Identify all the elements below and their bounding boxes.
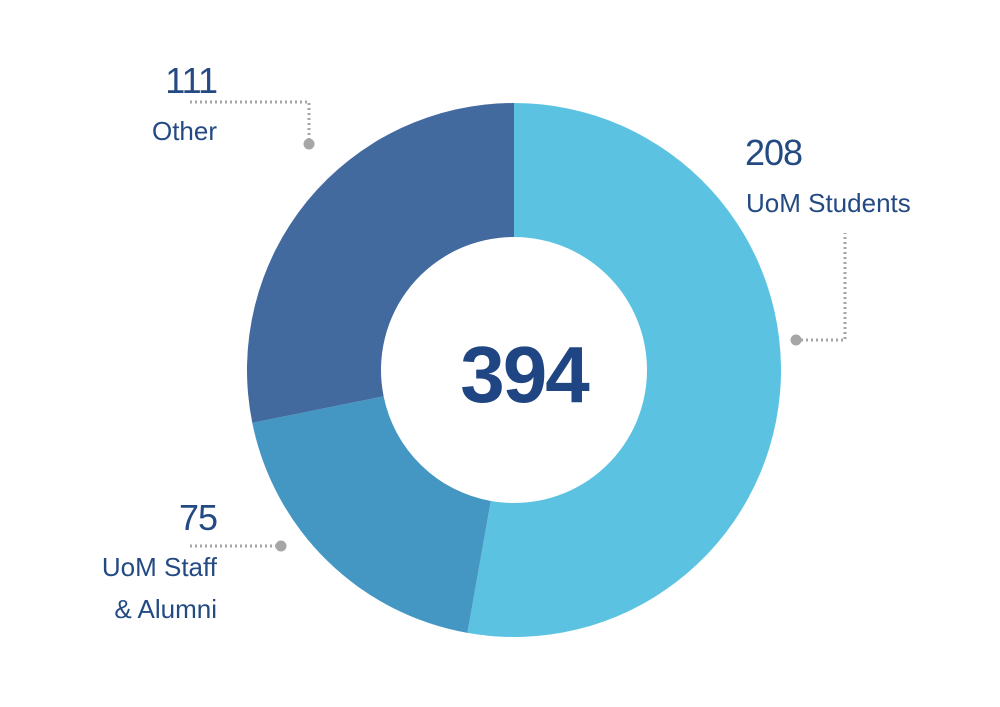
staff-label-line2: & Alumni xyxy=(114,594,217,624)
leader-dot-students xyxy=(790,334,802,346)
leader-line-other xyxy=(190,100,311,144)
leader-dot-other xyxy=(303,138,315,150)
donut-slice-other xyxy=(247,103,514,423)
students-label: UoM Students xyxy=(746,188,911,218)
staff-label-line1: UoM Staff xyxy=(101,552,217,582)
staff-value: 75 xyxy=(178,497,218,538)
other-label: Other xyxy=(151,116,217,146)
other-value: 111 xyxy=(165,60,218,101)
donut-slice-staff-alumni xyxy=(252,396,491,633)
students-value: 208 xyxy=(745,132,803,173)
leader-lines xyxy=(190,100,847,552)
leader-dot-staff xyxy=(275,540,287,552)
center-total: 394 xyxy=(460,330,589,419)
donut-slice-students xyxy=(467,103,782,638)
leader-line-students xyxy=(796,233,847,342)
donut-slices xyxy=(247,103,782,638)
